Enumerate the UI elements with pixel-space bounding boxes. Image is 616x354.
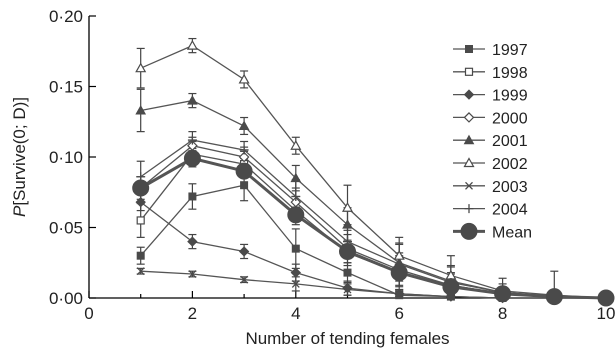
x-tick-label: 2 — [188, 304, 197, 323]
series-mean-point — [132, 179, 150, 197]
series-2003-point — [395, 289, 404, 298]
x-tick-label: 8 — [498, 304, 507, 323]
series-2004-point — [239, 145, 249, 155]
legend-marker-series-2001 — [463, 134, 475, 145]
y-tick-label: 0·20 — [49, 7, 83, 26]
series-2001-point — [290, 172, 302, 183]
legend: 1997 1998 1999 2000 2001 2002 2003 2004 Mean — [453, 42, 532, 241]
series-mean-point — [597, 289, 615, 307]
series-2003-point — [291, 279, 300, 288]
series-mean-point — [442, 278, 460, 296]
x-tick-label: 4 — [291, 304, 300, 323]
series-2001-point — [342, 219, 353, 229]
series-mean-point — [287, 206, 305, 224]
y-tick-label: 0·00 — [49, 289, 83, 308]
legend-label-series-2002: 2002 — [492, 156, 528, 173]
series-1998-point — [136, 216, 145, 225]
series-2003-point — [136, 267, 145, 276]
series-1999-point — [290, 267, 302, 278]
series-1999-point — [187, 236, 198, 247]
x-axis-title: Number of tending females — [245, 329, 449, 348]
series-mean-line — [139, 156, 607, 300]
series-2002-point — [238, 73, 250, 84]
legend-marker-series-1997 — [465, 45, 473, 53]
series-2001-point — [135, 104, 147, 115]
series-1997-point — [240, 181, 249, 190]
y-tick-label: 0·10 — [49, 148, 83, 167]
series-1999-point — [238, 246, 250, 257]
y-tick-label: 0·05 — [49, 219, 83, 238]
legend-label-series-1998: 1998 — [492, 65, 528, 82]
series-2004-point — [291, 191, 301, 201]
series-mean-point — [390, 264, 408, 282]
series-1999-point — [342, 282, 353, 294]
series-2002-point — [290, 139, 302, 150]
legend-label-series-2003: 2003 — [492, 179, 528, 196]
series-1997-point — [188, 192, 197, 201]
legend-label-series-2000: 2000 — [492, 110, 528, 127]
x-tick-label: 10 — [597, 304, 616, 323]
legend-marker-series-1999 — [463, 89, 475, 100]
series-2001-point — [187, 95, 198, 105]
series-2001-point — [238, 120, 250, 130]
legend-label-series-2001: 2001 — [492, 133, 528, 150]
series-2002-point — [135, 62, 147, 73]
x-tick-label: 0 — [84, 304, 93, 323]
series-2000-line — [140, 145, 607, 299]
legend-label-series-mean: Mean — [492, 224, 532, 241]
axes: 0·00 0·05 0·10 0·15 0·20 0 2 4 6 8 10 — [49, 7, 615, 323]
series-1997-point — [291, 244, 300, 253]
y-axis-title-rest: [Survive(0; D)] — [10, 97, 29, 206]
legend-marker-series-1998 — [464, 67, 474, 76]
series-markers — [132, 39, 615, 307]
legend-marker-series-2002 — [463, 157, 475, 168]
series-1997-line — [140, 184, 606, 299]
series-2002-point — [186, 39, 198, 50]
series-2002-point — [341, 202, 354, 212]
series-2003-point — [188, 270, 197, 278]
legend-marker-series-mean — [460, 222, 478, 240]
legend-label-series-1999: 1999 — [492, 88, 528, 105]
y-axis-title: P[Survive(0; D)] — [10, 97, 29, 217]
series-1999-point — [135, 196, 146, 208]
series-2001-line — [140, 99, 607, 299]
series-2003-line — [140, 270, 606, 299]
series-mean-point — [494, 285, 512, 303]
series-2002-line — [140, 44, 607, 299]
legend-marker-series-2004 — [464, 204, 474, 214]
legend-label-series-1997: 1997 — [492, 42, 528, 59]
series-lines — [139, 44, 607, 300]
series-1997-point — [343, 268, 352, 277]
series-mean-point — [339, 242, 356, 260]
series-mean-point — [183, 149, 201, 167]
series-2003-point — [240, 275, 249, 284]
series-mean-point — [545, 288, 563, 306]
legend-marker-series-2003 — [465, 181, 473, 190]
y-axis-title-italic: P — [10, 205, 29, 217]
series-1997-point — [136, 251, 145, 260]
legend-label-series-2004: 2004 — [492, 202, 528, 219]
series-2004-point — [187, 135, 197, 145]
series-mean-point — [235, 162, 253, 180]
legend-marker-series-2000 — [463, 112, 475, 123]
x-tick-label: 6 — [394, 304, 403, 323]
series-2003-point — [343, 285, 352, 294]
y-tick-label: 0·15 — [49, 78, 83, 97]
series-2002-point — [393, 249, 405, 260]
series-2000-point — [238, 151, 250, 163]
